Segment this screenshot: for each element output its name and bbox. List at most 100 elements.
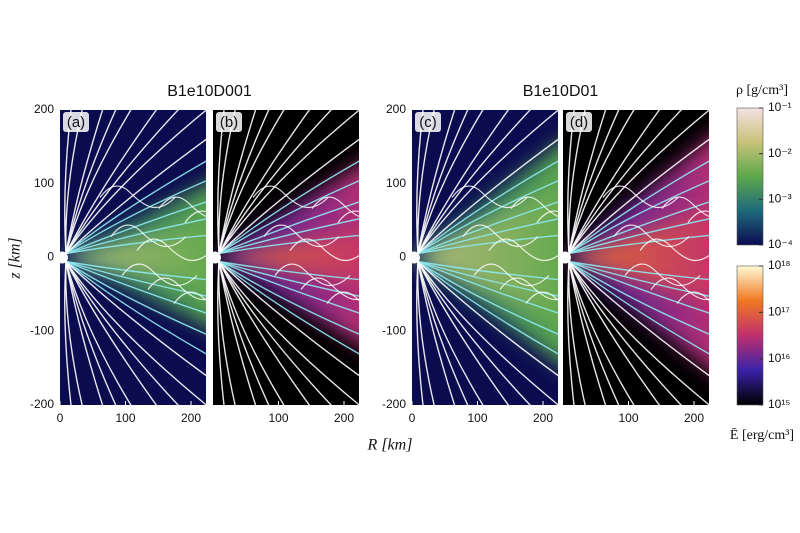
streamline bbox=[473, 263, 550, 287]
streamline bbox=[218, 110, 333, 254]
streamline bbox=[274, 263, 351, 287]
y-tick-label: -100 bbox=[30, 323, 54, 337]
streamline bbox=[417, 110, 532, 254]
x-tick-label: 200 bbox=[684, 411, 704, 425]
streamline bbox=[65, 260, 206, 314]
streamline bbox=[218, 260, 359, 281]
center bbox=[60, 251, 68, 264]
streamline bbox=[289, 238, 359, 262]
y-tick-label: -100 bbox=[382, 323, 406, 337]
colorbar-tick-label: 10⁻² bbox=[768, 146, 792, 160]
streamline bbox=[218, 138, 359, 255]
streamline bbox=[417, 201, 558, 255]
streamline bbox=[218, 218, 359, 255]
streamline bbox=[218, 261, 236, 405]
streamline bbox=[417, 260, 558, 281]
streamline bbox=[65, 261, 206, 405]
streamline bbox=[568, 110, 661, 254]
colorbar-tick-label: 10¹⁶ bbox=[768, 351, 790, 365]
streamline bbox=[417, 110, 484, 254]
field-core bbox=[412, 184, 558, 324]
streamline bbox=[613, 224, 690, 248]
streamline bbox=[417, 261, 469, 405]
streamline bbox=[218, 180, 359, 255]
streamline bbox=[65, 261, 158, 405]
x-axis-label: R [km] bbox=[367, 437, 413, 454]
x-tick-label: 200 bbox=[334, 411, 354, 425]
streamline bbox=[417, 261, 558, 405]
streamline bbox=[326, 291, 359, 304]
streamline bbox=[110, 224, 187, 248]
streamline bbox=[65, 260, 206, 377]
streamline bbox=[64, 261, 72, 405]
chart-title: B1e10D01 bbox=[523, 83, 599, 100]
streamline bbox=[568, 260, 709, 281]
label-box bbox=[415, 112, 441, 132]
x-tick-label: 200 bbox=[533, 411, 553, 425]
y-tick-label: 0 bbox=[399, 250, 406, 264]
streamline bbox=[568, 261, 607, 405]
streamline bbox=[417, 260, 558, 377]
panel-label: (a) bbox=[67, 114, 85, 131]
center bbox=[563, 251, 571, 264]
streamline bbox=[65, 110, 132, 254]
y-tick-label: 0 bbox=[47, 250, 54, 264]
streamline bbox=[65, 260, 206, 281]
streamline bbox=[568, 180, 709, 255]
streamline bbox=[417, 138, 558, 255]
streamline bbox=[218, 261, 359, 405]
streamline bbox=[417, 110, 435, 254]
streamline bbox=[417, 261, 484, 405]
streamline bbox=[568, 261, 683, 405]
streamline bbox=[568, 260, 709, 314]
streamline bbox=[65, 110, 104, 254]
streamline bbox=[661, 196, 709, 218]
y-axis-label: z [km] bbox=[7, 237, 24, 279]
streamline bbox=[568, 160, 709, 255]
streamline bbox=[218, 260, 359, 355]
streamline bbox=[65, 261, 132, 405]
streamline bbox=[417, 261, 456, 405]
streamline bbox=[568, 261, 620, 405]
streamline bbox=[568, 261, 709, 405]
streamline bbox=[568, 110, 586, 254]
streamline bbox=[311, 196, 359, 218]
streamline bbox=[218, 110, 359, 254]
center bbox=[412, 251, 420, 264]
colorbar bbox=[736, 107, 764, 246]
streamline bbox=[417, 261, 532, 405]
streamline bbox=[218, 110, 257, 254]
streamline bbox=[65, 261, 180, 405]
label-box bbox=[63, 112, 89, 132]
streamline bbox=[65, 110, 158, 254]
streamline bbox=[650, 277, 709, 301]
panel bbox=[213, 110, 359, 405]
streamline bbox=[499, 277, 558, 301]
colorbar-tick-label: 10¹⁷ bbox=[768, 305, 790, 319]
streamline bbox=[263, 224, 340, 248]
streamline bbox=[536, 210, 558, 223]
streamline bbox=[337, 210, 359, 223]
streamline bbox=[568, 261, 586, 405]
streamline bbox=[451, 185, 528, 209]
streamline bbox=[65, 218, 206, 255]
streamline bbox=[568, 110, 709, 254]
streamline bbox=[417, 110, 510, 254]
streamline bbox=[624, 263, 701, 287]
colorbar-label: Ē [erg/cm³] bbox=[730, 427, 794, 443]
streamline bbox=[417, 261, 435, 405]
streamline bbox=[218, 261, 311, 405]
streamline bbox=[99, 185, 176, 209]
streamline bbox=[217, 110, 225, 254]
streamline bbox=[65, 110, 117, 254]
streamline bbox=[65, 110, 206, 254]
streamline bbox=[568, 110, 635, 254]
streamline bbox=[568, 110, 683, 254]
streamline bbox=[417, 110, 456, 254]
streamline bbox=[567, 110, 575, 254]
streamline bbox=[568, 201, 709, 255]
streamline bbox=[65, 234, 206, 255]
streamline bbox=[417, 180, 558, 255]
streamline bbox=[568, 261, 661, 405]
